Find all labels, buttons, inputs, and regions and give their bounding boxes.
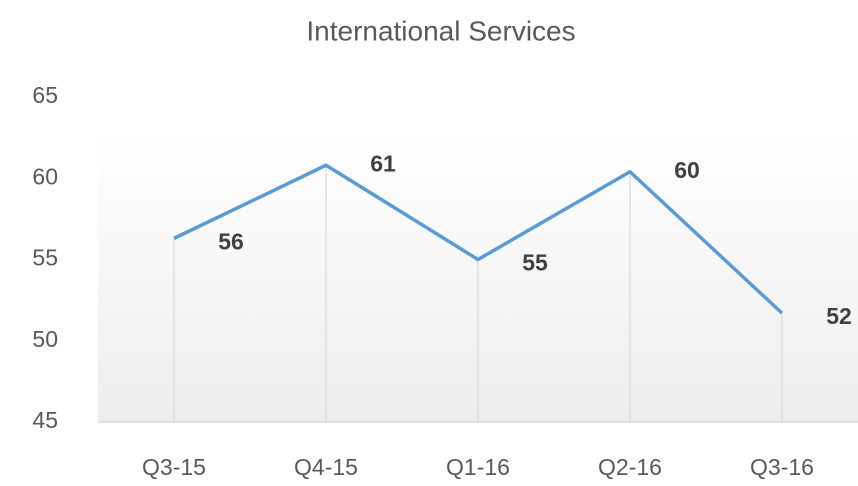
x-tick-label: Q2-16 bbox=[598, 454, 662, 480]
line bbox=[173, 163, 784, 315]
data-label: 56 bbox=[218, 228, 244, 254]
y-tick-label: 65 bbox=[32, 82, 58, 108]
x-tick-label: Q4-15 bbox=[294, 454, 358, 480]
data-label: 61 bbox=[370, 150, 396, 176]
chart-title: International Services bbox=[306, 15, 575, 46]
y-tick-label: 45 bbox=[32, 407, 58, 433]
data-label: 60 bbox=[674, 157, 700, 183]
y-tick-label: 55 bbox=[32, 245, 58, 271]
y-tick-label: 60 bbox=[32, 163, 58, 189]
data-label: 55 bbox=[522, 250, 548, 276]
y-tick-label: 50 bbox=[32, 326, 58, 352]
x-tick-label: Q3-15 bbox=[142, 454, 206, 480]
x-tick-label: Q3-16 bbox=[750, 454, 814, 480]
x-tick-label: Q1-16 bbox=[446, 454, 510, 480]
data-label: 52 bbox=[826, 303, 852, 329]
